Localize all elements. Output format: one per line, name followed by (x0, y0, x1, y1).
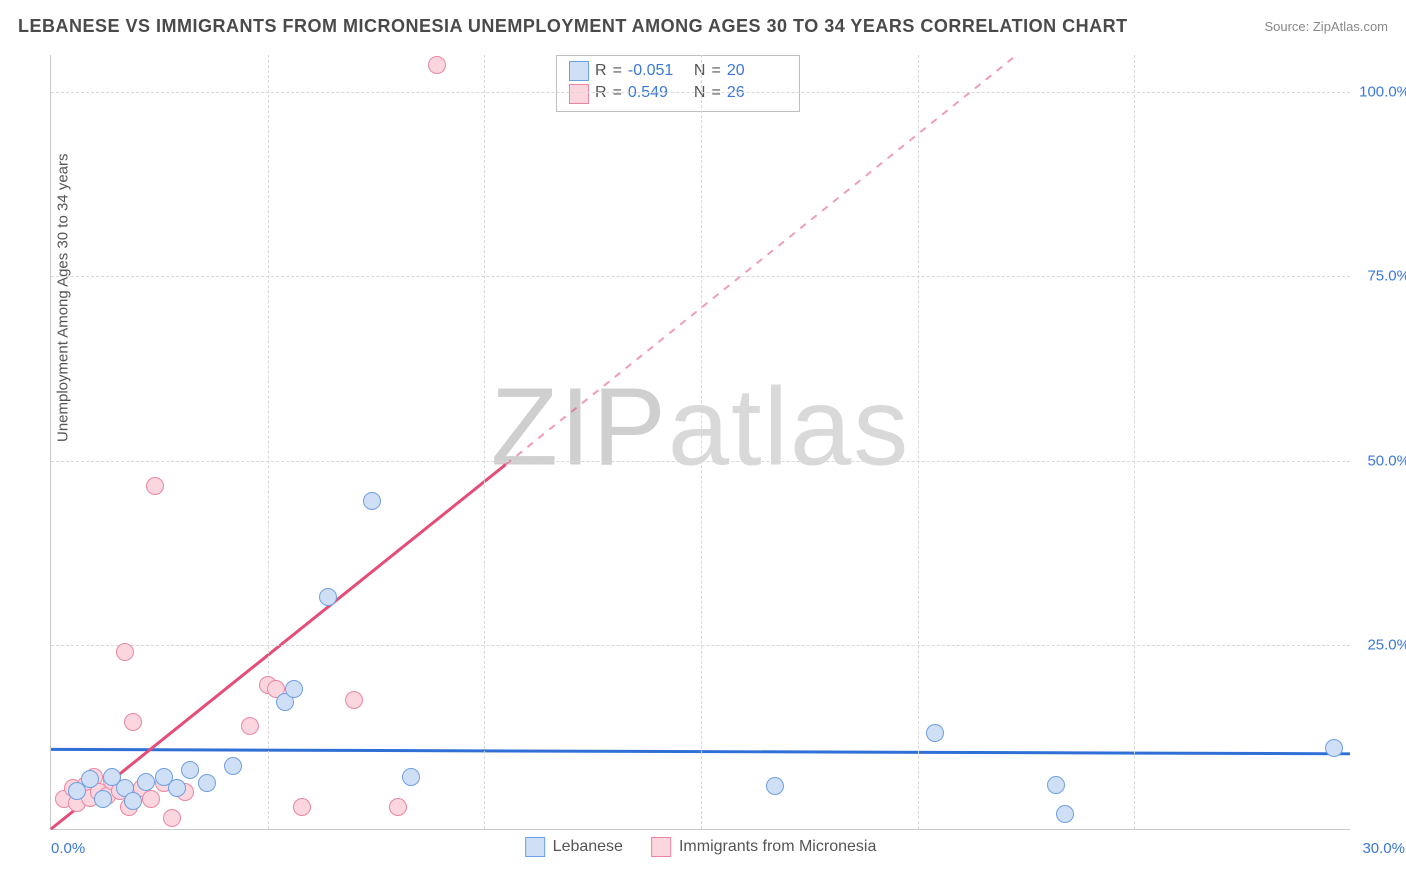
data-point (198, 774, 216, 792)
data-point (124, 792, 142, 810)
n-label-1: N (694, 82, 706, 104)
y-tick-label: 75.0% (1355, 268, 1406, 285)
r-value-0: -0.051 (628, 60, 688, 82)
data-point (124, 713, 142, 731)
data-point (389, 798, 407, 816)
data-point (285, 680, 303, 698)
data-point (402, 768, 420, 786)
grid-v (918, 55, 919, 829)
stats-swatch-1 (569, 84, 589, 104)
eq-1b: = (711, 82, 720, 104)
y-tick-label: 50.0% (1355, 452, 1406, 469)
data-point (94, 790, 112, 808)
plot-area: Unemployment Among Ages 30 to 34 years Z… (50, 55, 1350, 830)
legend-swatch-1 (651, 837, 671, 857)
series-legend: Lebanese Immigrants from Micronesia (525, 837, 877, 857)
data-point (766, 777, 784, 795)
data-point (142, 790, 160, 808)
data-point (241, 717, 259, 735)
data-point (181, 761, 199, 779)
x-tick-max: 30.0% (1362, 840, 1405, 857)
y-tick-label: 25.0% (1355, 637, 1406, 654)
data-point (428, 56, 446, 74)
stats-row-0: R = -0.051 N = 20 (569, 60, 787, 82)
data-point (1047, 776, 1065, 794)
r-value-1: 0.549 (628, 82, 688, 104)
watermark-part-b: atlas (668, 365, 910, 488)
eq-0a: = (613, 60, 622, 82)
watermark-part-a: ZIP (491, 365, 668, 488)
r-label-0: R (595, 60, 607, 82)
legend-label-1: Immigrants from Micronesia (679, 838, 876, 856)
eq-0b: = (711, 60, 720, 82)
data-point (345, 691, 363, 709)
data-point (137, 773, 155, 791)
data-point (293, 798, 311, 816)
source-attribution: Source: ZipAtlas.com (1264, 19, 1388, 34)
y-tick-label: 100.0% (1355, 83, 1406, 100)
n-value-0: 20 (727, 60, 787, 82)
x-tick-min: 0.0% (51, 840, 85, 857)
stats-legend-box: R = -0.051 N = 20 R = 0.549 N = 26 (556, 55, 800, 112)
data-point (116, 643, 134, 661)
grid-v (484, 55, 485, 829)
data-point (146, 477, 164, 495)
data-point (363, 492, 381, 510)
legend-item-1: Immigrants from Micronesia (651, 837, 876, 857)
data-point (319, 588, 337, 606)
data-point (168, 779, 186, 797)
grid-v (701, 55, 702, 829)
data-point (163, 809, 181, 827)
data-point (1056, 805, 1074, 823)
stats-swatch-0 (569, 61, 589, 81)
n-label-0: N (694, 60, 706, 82)
n-value-1: 26 (727, 82, 787, 104)
data-point (926, 724, 944, 742)
grid-v (268, 55, 269, 829)
legend-label-0: Lebanese (553, 838, 623, 856)
chart-title: LEBANESE VS IMMIGRANTS FROM MICRONESIA U… (18, 16, 1128, 37)
data-point (1325, 739, 1343, 757)
legend-swatch-0 (525, 837, 545, 857)
legend-item-0: Lebanese (525, 837, 623, 857)
data-point (81, 770, 99, 788)
grid-v (1134, 55, 1135, 829)
stats-row-1: R = 0.549 N = 26 (569, 82, 787, 104)
r-label-1: R (595, 82, 607, 104)
y-axis-label: Unemployment Among Ages 30 to 34 years (55, 153, 72, 442)
data-point (224, 757, 242, 775)
eq-1a: = (613, 82, 622, 104)
